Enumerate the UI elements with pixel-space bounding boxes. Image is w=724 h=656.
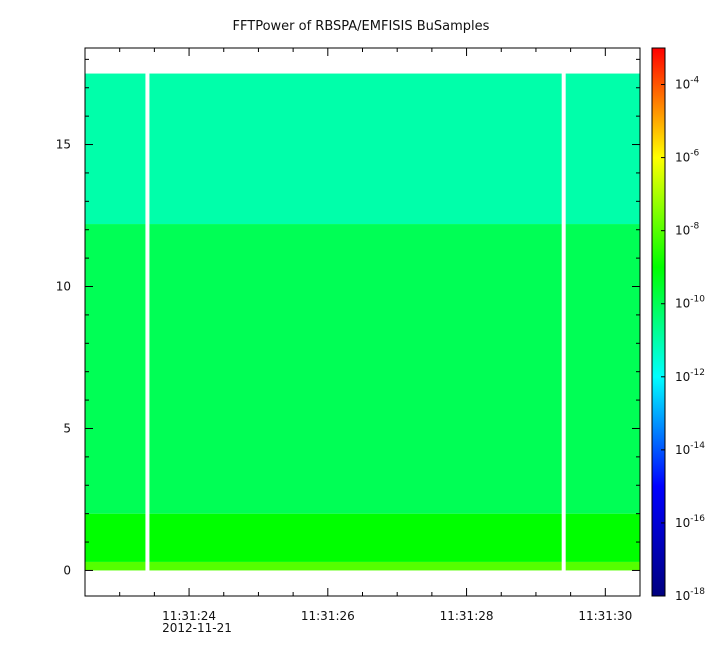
spectrogram-band [85, 224, 640, 514]
colorbar-tick-label: 10-6 [675, 149, 700, 165]
colorbar-tick-label: 10-10 [675, 295, 705, 311]
colorbar-tick-label: 10-16 [675, 514, 705, 530]
spectrogram-plot-area [84, 47, 641, 597]
spectrogram-band [85, 513, 640, 562]
data-gap [561, 72, 566, 572]
chart-title: FFTPower of RBSPA/EMFISIS BuSamples [233, 19, 490, 34]
spectrogram-band [85, 561, 640, 571]
x-axis: 11:31:24 11:31:26 11:31:28 11:31:30 [84, 48, 641, 623]
y-tick-label: 15 [56, 138, 71, 152]
x-tick-label: 11:31:28 [440, 609, 494, 623]
colorbar-tick-label: 10-4 [675, 76, 700, 92]
x-axis-date-label: 2012-11-21 [162, 621, 232, 635]
colorbar: 10-4 10-6 10-8 10-10 10-12 10-14 10-16 10-18 [651, 47, 705, 603]
x-tick-label: 11:31:30 [578, 609, 632, 623]
colorbar-tick-label: 10-8 [675, 222, 700, 238]
data-gap [145, 72, 150, 572]
y-tick-label: 5 [63, 421, 71, 435]
y-tick-label: 10 [56, 280, 71, 294]
y-axis: 0 5 10 15 [56, 58, 640, 577]
spectrogram-band [85, 73, 640, 225]
colorbar-tick-label: 10-12 [675, 368, 705, 384]
x-tick-label: 11:31:24 [162, 609, 216, 623]
x-tick-label: 11:31:26 [301, 609, 355, 623]
colorbar-gradient [651, 47, 666, 597]
y-tick-label: 0 [63, 563, 71, 577]
colorbar-tick-label: 10-18 [675, 587, 705, 603]
colorbar-tick-label: 10-14 [675, 441, 705, 457]
